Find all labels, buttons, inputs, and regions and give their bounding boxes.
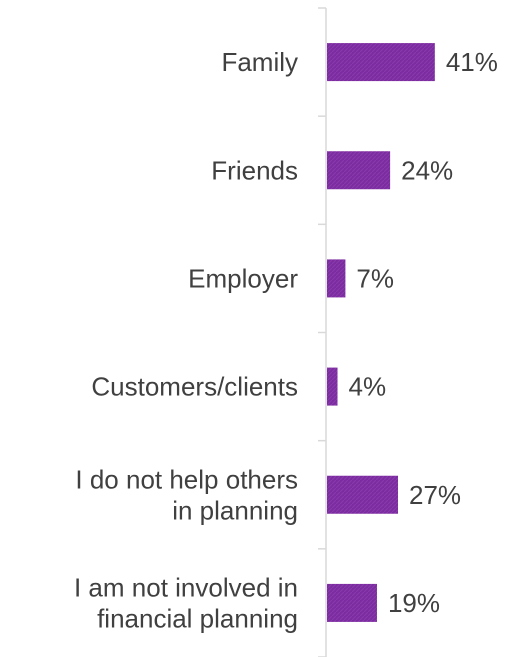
data-label: 19%: [388, 588, 440, 618]
category-label: in planning: [172, 495, 298, 525]
data-label: 24%: [401, 155, 453, 185]
data-label: 27%: [409, 480, 461, 510]
bar: [327, 475, 399, 514]
bar: [327, 583, 377, 622]
bar: [327, 151, 391, 190]
category-label: financial planning: [97, 603, 298, 633]
category-label: I do not help others: [75, 464, 298, 494]
category-label: Customers/clients: [91, 372, 298, 402]
category-label: Friends: [211, 155, 298, 185]
axis-layer: [318, 7, 327, 657]
bar: [327, 367, 338, 406]
bar: [327, 259, 346, 298]
bar-layer: [327, 43, 435, 622]
data-label: 41%: [446, 47, 498, 77]
bar: [327, 43, 435, 82]
category-label: Family: [221, 47, 298, 77]
category-label: Employer: [188, 263, 298, 293]
data-label: 7%: [356, 263, 394, 293]
data-label: 4%: [349, 372, 387, 402]
label-layer: 41% Family 24% Friends 7% Employer 4% Customers…: [74, 47, 498, 633]
category-label: I am not involved in: [74, 572, 298, 602]
